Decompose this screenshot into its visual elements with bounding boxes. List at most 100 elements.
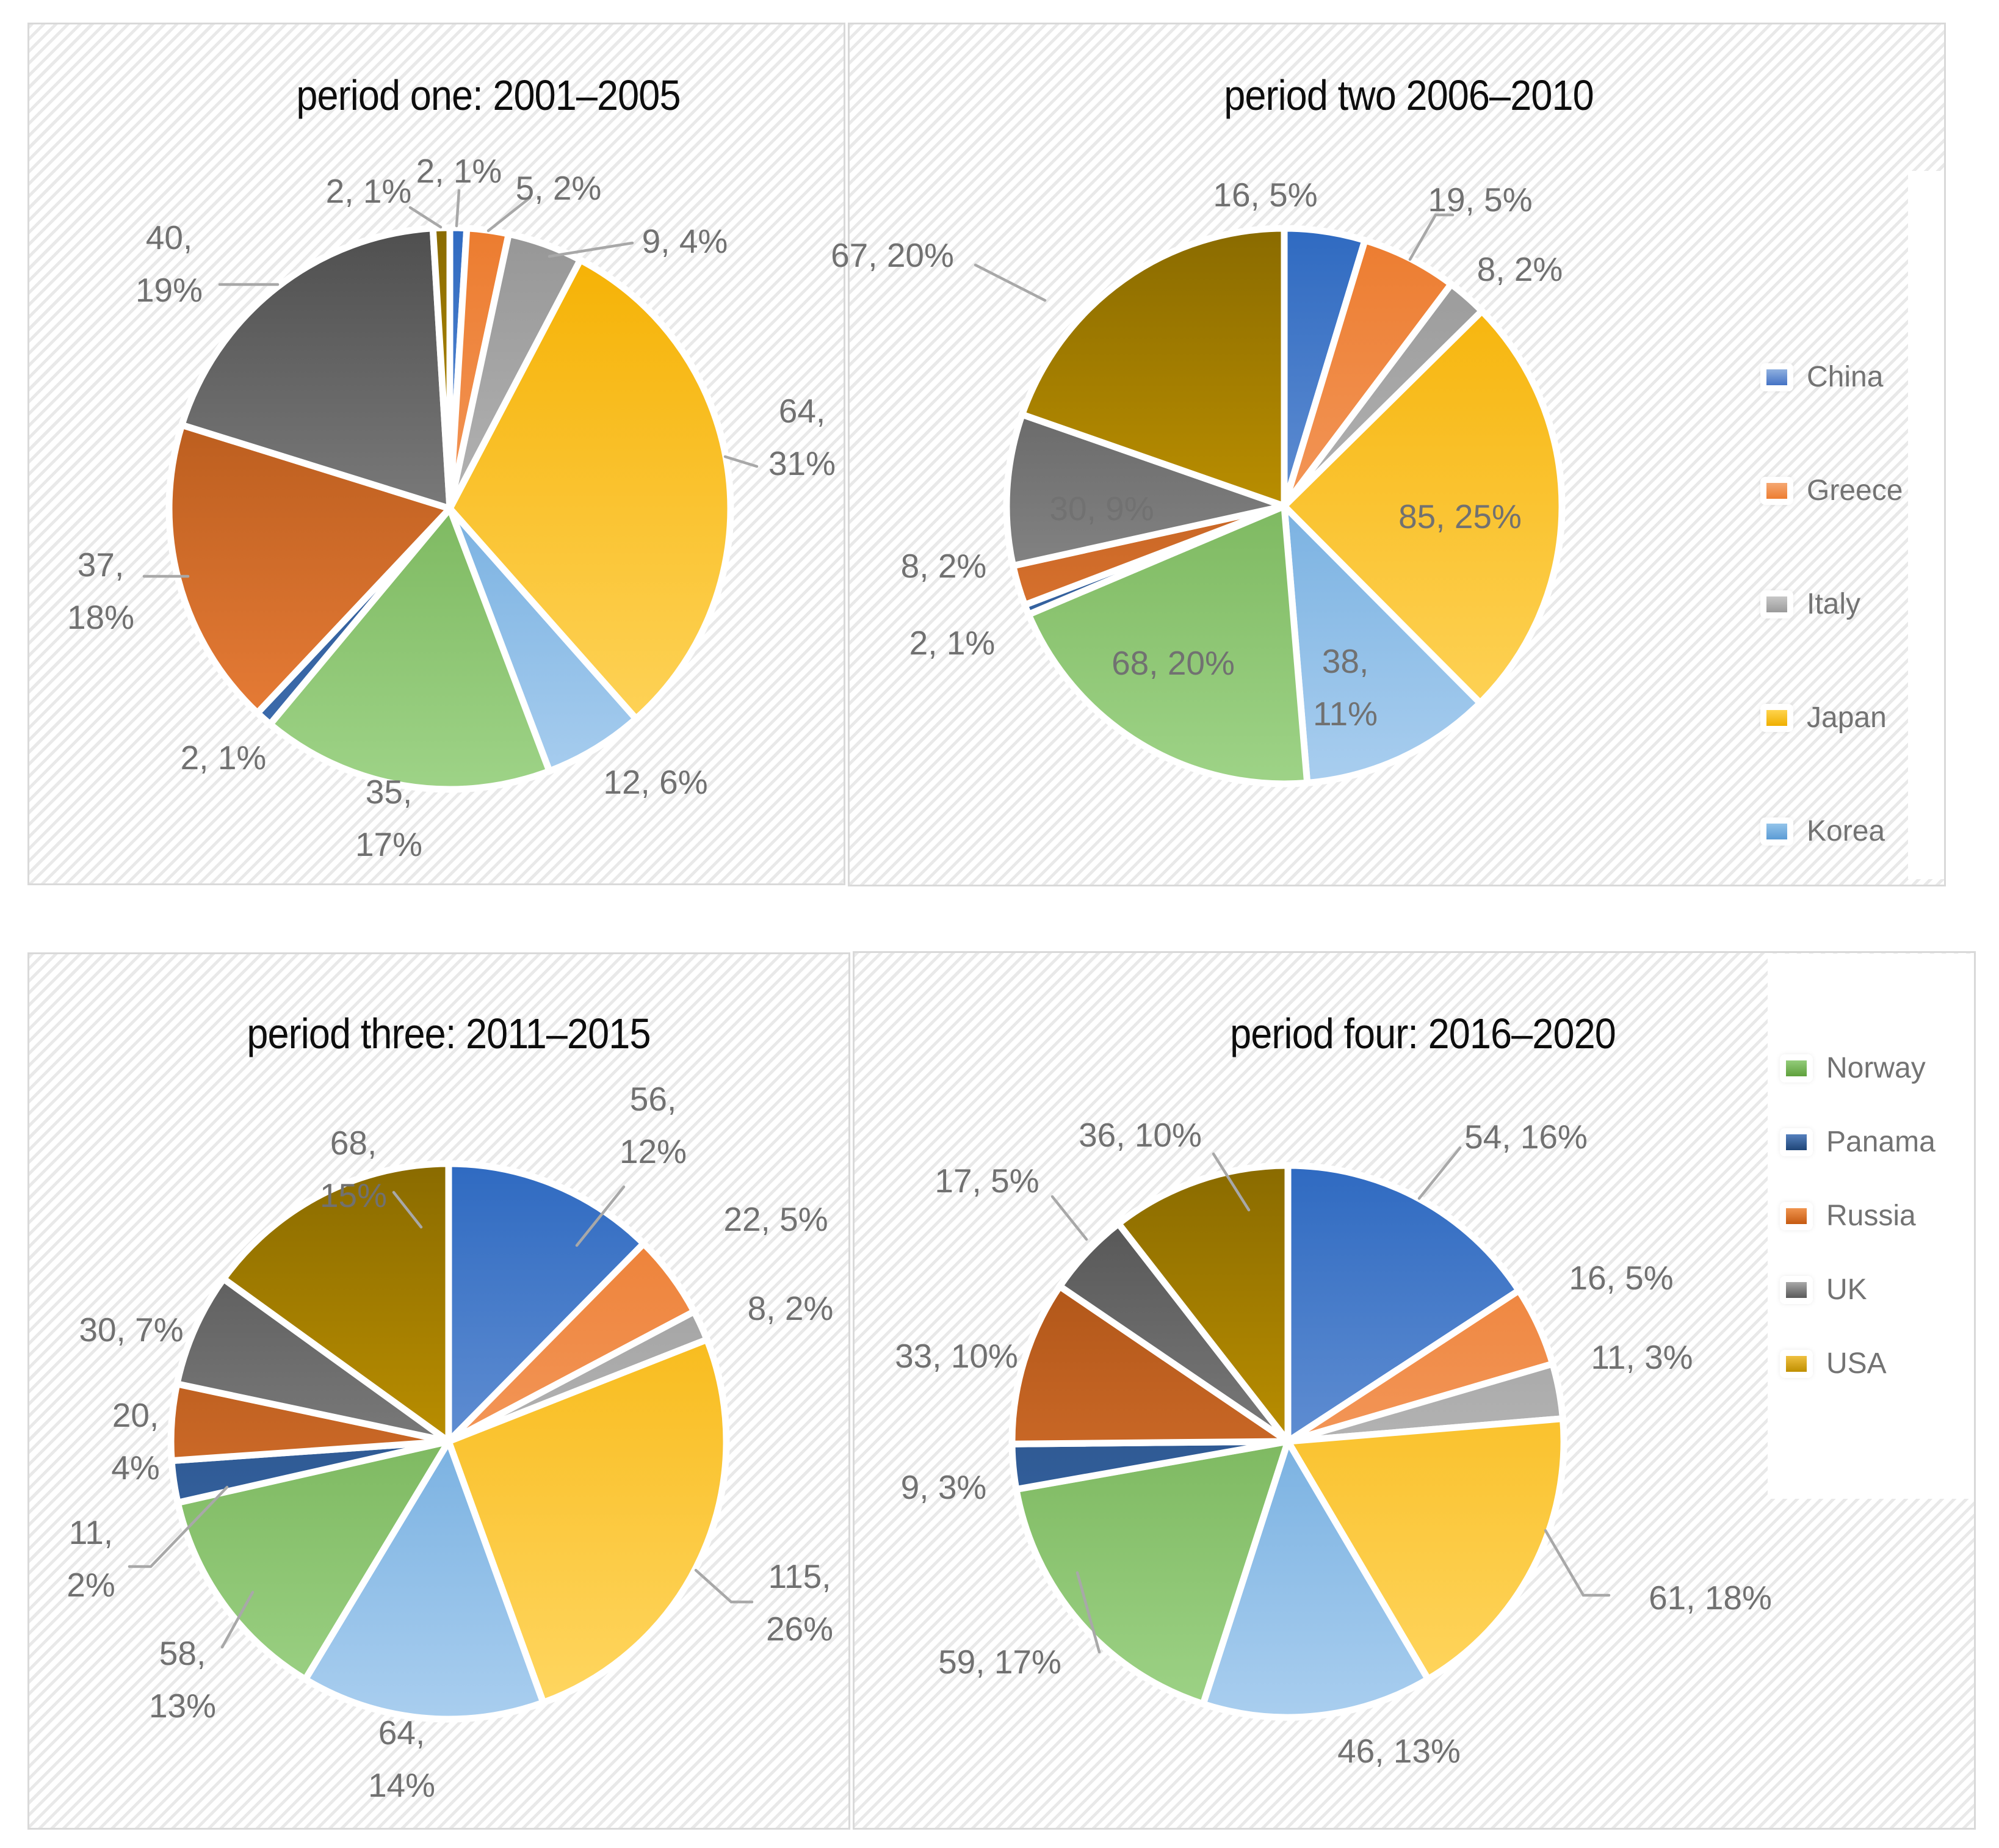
chart-title-period-two: period two 2006–2010	[1224, 71, 1594, 119]
chart4-label-usa: 36, 10%	[1079, 1116, 1202, 1154]
legend-top-background	[1908, 171, 1944, 879]
chart4-label-italy: 11, 3%	[1591, 1338, 1693, 1376]
chart1-leader-greece	[486, 196, 532, 233]
greece-color-swatch-icon	[1766, 482, 1787, 499]
chart4-slice-russia	[1008, 1283, 1292, 1448]
legend-item-italy: Italy	[1760, 587, 1860, 621]
chart2-slice-usa	[1019, 225, 1288, 510]
chart3-label-norway: 13%	[149, 1687, 216, 1725]
chart2-slice-japan	[1281, 308, 1566, 706]
chart3-leader-usa	[392, 1190, 423, 1229]
chart3-slice-japan	[445, 1336, 730, 1706]
china-color-swatch-icon	[1766, 369, 1787, 385]
chart3-label-korea: 14%	[368, 1766, 435, 1804]
chart3-label-china: 56,	[630, 1080, 676, 1118]
chart3-slice-china	[445, 1160, 647, 1445]
chart2-leader-usa	[974, 263, 1047, 302]
chart-title-period-three: period three: 2011–2015	[247, 1010, 651, 1057]
chart1-leader-china	[455, 189, 461, 228]
chart3-label-japan: 115,	[768, 1557, 831, 1595]
korea-color-swatch-icon	[1766, 823, 1787, 839]
pie-chart-4: 54, 16% 16, 5% 11, 3% 61, 18% 46, 13% 59, 17%…	[895, 1116, 1772, 1770]
legend-item-greece: Greece	[1760, 474, 1903, 507]
chart3-slice-norway	[174, 1438, 452, 1683]
chart1-slice-japan	[446, 256, 734, 722]
chart3-label-norway: 58,	[159, 1634, 206, 1672]
chart2-slice-norway	[1025, 502, 1311, 788]
legend-swatch-chip	[1780, 1201, 1813, 1230]
legend-label: Panama	[1826, 1126, 1936, 1158]
chart3-label-russia: 4%	[111, 1449, 160, 1487]
legend-label: USA	[1826, 1347, 1887, 1380]
chart4-leader-uk	[1050, 1195, 1088, 1241]
legend-label: Greece	[1807, 474, 1903, 507]
uk-color-swatch-icon	[1786, 1281, 1807, 1298]
chart3-slice-uk	[173, 1275, 452, 1445]
chart1-label-norway: 17%	[355, 825, 422, 863]
legend-item-panama: Panama	[1780, 1125, 1936, 1159]
chart3-slice-usa	[220, 1160, 452, 1445]
chart4-slice-usa	[1115, 1162, 1292, 1445]
chart3-leader-china	[575, 1185, 626, 1247]
chart1-label-usa: 2, 1%	[326, 172, 412, 210]
legend-swatch-chip	[1780, 1275, 1813, 1304]
chart4-slice-japan	[1284, 1415, 1567, 1683]
legend-swatch-chip	[1760, 817, 1793, 846]
chart2-label-japan: 85, 25%	[1398, 498, 1522, 535]
chart1-slice-norway	[267, 505, 553, 793]
norway-color-swatch-icon	[1786, 1060, 1807, 1076]
legend-swatch-chip	[1780, 1349, 1813, 1378]
chart3-label-greece: 22, 5%	[723, 1200, 828, 1238]
chart1-label-panama: 2, 1%	[181, 739, 267, 777]
chart-title-period-one: period one: 2001–2005	[296, 71, 681, 119]
chart2-label-uk: 30, 9%	[1049, 490, 1154, 527]
legend-label: Korea	[1807, 815, 1885, 847]
chart1-label-uk: 40,	[146, 219, 192, 256]
chart1-label-russia: 18%	[67, 598, 134, 636]
chart4-label-korea: 46, 13%	[1337, 1732, 1461, 1770]
chart1-label-greece: 5, 2%	[516, 169, 602, 207]
chart1-slice-korea	[446, 505, 640, 775]
pie-chart-2: 16, 5% 19, 5% 8, 2% 85, 25% 38, 11% 68, 20% 2, …	[831, 176, 1566, 788]
pie-chart-3: 56, 12% 22, 5% 8, 2% 115, 26% 64, 14% 58, 13% 11, 2…	[67, 1080, 833, 1804]
chart3-label-korea: 64,	[378, 1714, 425, 1752]
italy-color-swatch-icon	[1766, 596, 1787, 612]
chart3-label-panama: 11,	[69, 1513, 113, 1551]
chart1-leader-usa	[408, 206, 443, 229]
legend-label: Russia	[1826, 1200, 1916, 1232]
chart2-leader-greece	[1408, 213, 1455, 261]
chart4-slice-korea	[1199, 1438, 1432, 1721]
chart4-label-japan: 61, 18%	[1649, 1579, 1772, 1617]
legend-label: Norway	[1826, 1052, 1926, 1084]
legend-swatch-chip	[1760, 703, 1793, 732]
chart4-label-greece: 16, 5%	[1569, 1259, 1673, 1297]
chart2-label-usa: 67, 20%	[831, 236, 954, 274]
chart1-label-italy: 9, 4%	[642, 222, 728, 260]
legend-item-korea: Korea	[1760, 814, 1885, 848]
chart1-label-norway: 35,	[366, 773, 412, 811]
chart1-label-uk: 19%	[136, 271, 203, 309]
chart2-label-panama: 2, 1%	[909, 624, 996, 662]
legend-item-uk: UK	[1780, 1273, 1867, 1306]
chart3-label-usa: 15%	[320, 1176, 387, 1214]
chart2-label-china: 16, 5%	[1213, 176, 1317, 214]
japan-color-swatch-icon	[1766, 709, 1787, 726]
chart2-label-korea: 38,	[1322, 642, 1368, 680]
chart4-label-panama: 9, 3%	[901, 1468, 987, 1506]
legend-item-usa: USA	[1780, 1347, 1887, 1380]
chart3-leader-japan	[694, 1568, 754, 1604]
chart1-slice-russia	[165, 421, 454, 717]
chart3-slice-korea	[302, 1438, 547, 1723]
chart1-leader-japan	[723, 455, 759, 468]
legend-item-russia: Russia	[1780, 1199, 1916, 1233]
chart3-label-usa: 68,	[330, 1124, 377, 1162]
usa-color-swatch-icon	[1786, 1355, 1807, 1372]
chart1-leader-italy	[548, 241, 634, 258]
chart3-label-japan: 26%	[766, 1610, 833, 1648]
legend-item-norway: Norway	[1780, 1051, 1926, 1085]
chart2-label-russia: 8, 2%	[901, 547, 987, 585]
chart3-leader-norway	[220, 1590, 255, 1649]
chart4-label-uk: 17, 5%	[934, 1162, 1039, 1200]
legend-label: China	[1807, 361, 1884, 393]
